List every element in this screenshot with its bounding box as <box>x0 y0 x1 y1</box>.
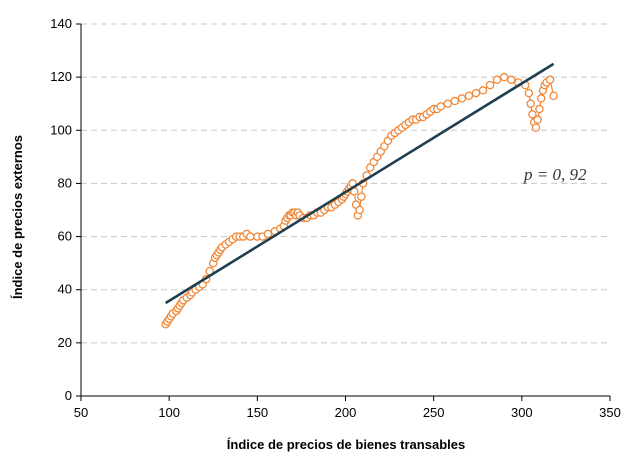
data-point-111 <box>535 104 544 114</box>
y-tick-label-6: 120 <box>50 69 72 84</box>
y-tick-labels: 0 20 40 60 80 100 120 140 <box>50 16 81 403</box>
correlation-annotation: p = 0, 92 <box>523 165 587 184</box>
data-point-96 <box>464 91 474 100</box>
x-tick-label-3: 200 <box>335 405 357 420</box>
x-tick-label-5: 300 <box>511 405 533 420</box>
data-point-94 <box>450 96 460 106</box>
price-index-series-line <box>165 76 555 325</box>
x-tick-label-0: 50 <box>74 405 88 420</box>
data-point-31 <box>246 232 255 241</box>
data-point-107 <box>528 110 537 119</box>
data-point-117 <box>549 91 558 100</box>
data-point-109 <box>531 123 541 132</box>
data-point-100 <box>492 75 502 85</box>
trend-line <box>164 62 555 305</box>
y-tick-label-1: 20 <box>58 335 72 350</box>
data-point-68 <box>355 205 364 215</box>
x-tick-label-2: 150 <box>246 405 268 420</box>
data-point-34 <box>263 229 273 239</box>
x-axis-title: Índice de precios de bienes transables <box>227 437 465 452</box>
axes <box>80 24 610 397</box>
x-tick-label-4: 250 <box>423 405 445 420</box>
x-tick-labels: 50 100 150 200 250 300 350 <box>74 396 621 420</box>
data-point-102 <box>507 75 516 85</box>
y-tick-label-7: 140 <box>50 16 72 31</box>
data-point-106 <box>526 99 535 108</box>
y-tick-label-4: 80 <box>58 175 72 190</box>
data-point-93 <box>443 99 453 108</box>
gridlines <box>81 23 610 344</box>
data-point-97 <box>471 88 481 98</box>
data-point-101 <box>499 72 509 82</box>
data-series <box>161 62 558 329</box>
y-tick-label-3: 60 <box>58 229 72 244</box>
data-point-110 <box>533 115 542 124</box>
data-point-99 <box>485 80 495 90</box>
data-point-98 <box>478 86 488 95</box>
data-point-95 <box>457 94 467 103</box>
y-tick-label-0: 0 <box>65 388 72 403</box>
x-tick-label-6: 350 <box>599 405 621 420</box>
y-tick-label-5: 100 <box>50 122 72 137</box>
data-point-69 <box>357 192 366 201</box>
y-axis-title: Índice de precios externos <box>10 135 25 299</box>
data-point-92 <box>436 102 445 111</box>
data-point-105 <box>524 88 534 98</box>
data-point-116 <box>545 75 555 85</box>
y-tick-label-2: 40 <box>58 282 72 297</box>
data-point-112 <box>536 94 546 103</box>
x-tick-label-1: 100 <box>158 405 180 420</box>
